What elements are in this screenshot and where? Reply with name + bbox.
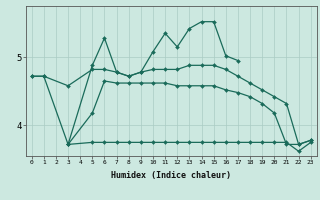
X-axis label: Humidex (Indice chaleur): Humidex (Indice chaleur) <box>111 171 231 180</box>
